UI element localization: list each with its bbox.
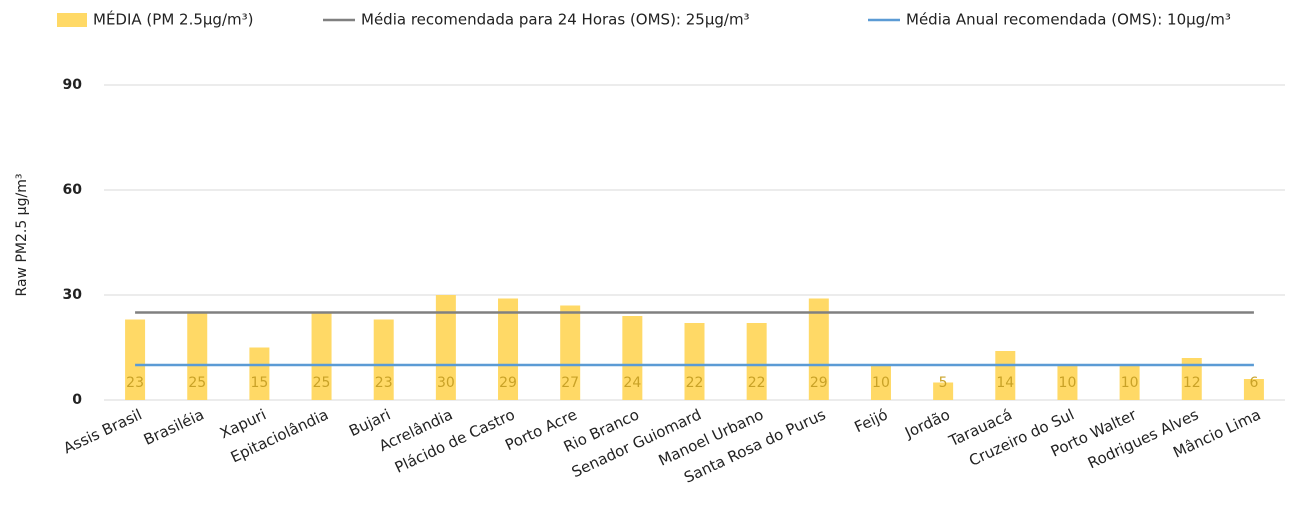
data-label: 25	[188, 375, 206, 391]
x-tick-label: Brasiléia	[141, 405, 207, 449]
bar	[684, 323, 705, 400]
data-label: 12	[1183, 375, 1201, 391]
legend-label: MÉDIA (PM 2.5µg/m³)	[93, 10, 253, 29]
bar	[808, 298, 829, 400]
bar	[1181, 358, 1202, 400]
y-tick-label: 0	[72, 392, 82, 408]
data-label: 23	[375, 375, 393, 391]
data-label: 22	[686, 375, 704, 391]
bar	[249, 347, 270, 400]
bar	[560, 305, 581, 400]
bar	[311, 312, 332, 400]
data-label: 30	[437, 375, 455, 391]
y-axis-label: Raw PM2.5 µg/m³	[14, 174, 30, 297]
x-tick-label: Feijó	[852, 405, 891, 436]
data-label: 10	[872, 375, 890, 391]
x-tick-label: Jordão	[901, 405, 952, 442]
legend-label: Média recomendada para 24 Horas (OMS): 2…	[361, 11, 750, 29]
bar	[995, 351, 1016, 400]
data-label: 10	[1121, 375, 1139, 391]
data-label: 24	[623, 375, 641, 391]
y-tick-label: 90	[63, 77, 83, 93]
data-label: 29	[499, 375, 517, 391]
data-label: 15	[250, 375, 268, 391]
bar	[498, 298, 519, 400]
y-tick-label: 60	[63, 182, 83, 198]
legend-label: Média Anual recomendada (OMS): 10µg/m³	[906, 11, 1231, 29]
bar	[1057, 365, 1078, 400]
data-label: 22	[748, 375, 766, 391]
x-tick-label: Assis Brasil	[61, 405, 145, 457]
bar	[933, 382, 954, 400]
bar	[1119, 365, 1140, 400]
legend-swatch	[57, 13, 87, 27]
bar	[373, 319, 394, 400]
bar	[435, 295, 456, 400]
bar	[746, 323, 767, 400]
y-tick-label: 30	[63, 287, 83, 303]
bar	[187, 312, 208, 400]
data-label: 27	[561, 375, 579, 391]
data-label: 10	[1059, 375, 1077, 391]
bar	[870, 365, 891, 400]
data-label: 25	[313, 375, 331, 391]
data-label: 6	[1249, 375, 1258, 391]
bar	[125, 319, 146, 400]
data-label: 29	[810, 375, 828, 391]
bar	[622, 316, 643, 400]
data-label: 23	[126, 375, 144, 391]
data-label: 5	[939, 375, 948, 391]
data-label: 14	[996, 375, 1014, 391]
bar	[1243, 379, 1264, 400]
